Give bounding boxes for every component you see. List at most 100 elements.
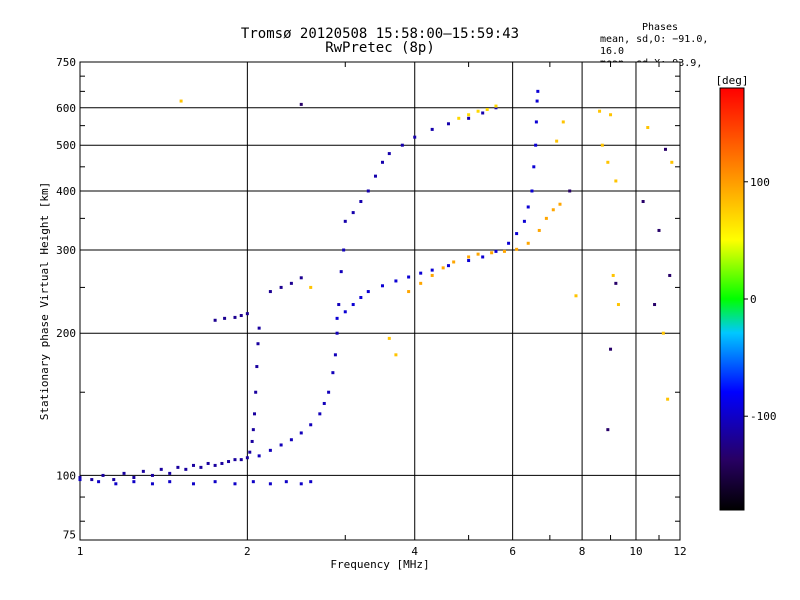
data-point xyxy=(213,480,217,484)
data-point xyxy=(441,266,445,270)
data-point xyxy=(380,284,384,288)
colorbar-tick-label: -100 xyxy=(750,410,777,423)
data-point xyxy=(257,454,261,458)
x-tick-label: 10 xyxy=(629,545,642,558)
data-point xyxy=(467,113,471,117)
data-point xyxy=(150,473,154,477)
data-point xyxy=(342,248,346,252)
data-point xyxy=(220,461,224,465)
data-point xyxy=(609,113,613,117)
y-tick-label: 400 xyxy=(56,185,76,198)
data-point xyxy=(598,109,602,113)
data-point xyxy=(339,270,343,274)
data-point xyxy=(536,89,540,93)
y-tick-label: 200 xyxy=(56,327,76,340)
data-point xyxy=(168,480,172,484)
data-point xyxy=(359,296,363,300)
data-point xyxy=(122,471,126,475)
data-point xyxy=(534,143,538,147)
data-point xyxy=(574,294,578,298)
data-point xyxy=(227,460,231,464)
data-point xyxy=(515,232,519,236)
data-point xyxy=(657,228,661,232)
data-point xyxy=(97,480,101,484)
data-point xyxy=(101,473,105,477)
data-point xyxy=(653,303,657,307)
data-point xyxy=(333,353,337,357)
data-point xyxy=(250,439,254,443)
data-point xyxy=(430,127,434,131)
data-point xyxy=(400,143,404,147)
data-point xyxy=(78,478,82,482)
y-tick-label: 750 xyxy=(56,56,76,69)
chart-title: Tromsø 20120508 15:58:00–15:59:43 xyxy=(240,26,520,42)
data-point xyxy=(159,467,163,471)
data-point xyxy=(90,478,94,482)
data-point xyxy=(609,347,613,351)
x-tick-label: 12 xyxy=(673,545,686,558)
data-point xyxy=(394,353,398,357)
data-point xyxy=(494,106,498,110)
data-point xyxy=(245,456,249,460)
data-point xyxy=(407,290,411,294)
data-point xyxy=(663,147,667,151)
data-point xyxy=(534,120,538,124)
data-point xyxy=(213,463,217,467)
x-axis-label: Frequency [MHz] xyxy=(330,558,429,571)
data-point xyxy=(515,247,519,251)
plot-area xyxy=(79,61,681,541)
phases-o-stats: mean, sd,O: −91.0, 16.0 xyxy=(600,34,709,57)
data-point xyxy=(299,102,303,106)
data-point xyxy=(351,303,355,307)
y-tick-label: 300 xyxy=(56,244,76,257)
data-point xyxy=(268,290,272,294)
data-point xyxy=(526,241,530,245)
data-point xyxy=(494,249,498,253)
data-point xyxy=(327,390,331,394)
data-point xyxy=(407,275,411,279)
data-point xyxy=(168,471,172,475)
data-point xyxy=(532,165,536,169)
data-point xyxy=(452,260,456,264)
data-point xyxy=(614,179,618,183)
data-point xyxy=(254,390,258,394)
data-point xyxy=(366,189,370,193)
colorbar xyxy=(719,87,745,511)
data-point xyxy=(646,126,650,130)
data-point xyxy=(502,249,506,253)
data-point xyxy=(309,480,313,484)
data-point xyxy=(614,281,618,285)
colorbar-label: [deg] xyxy=(715,74,748,87)
data-point xyxy=(600,143,604,147)
data-point xyxy=(191,463,195,467)
data-point xyxy=(284,480,288,484)
data-point xyxy=(255,365,259,369)
data-point xyxy=(132,475,136,479)
data-point xyxy=(257,326,261,330)
data-point xyxy=(387,152,391,156)
x-tick-label: 1 xyxy=(77,545,84,558)
data-point xyxy=(343,310,347,314)
data-point xyxy=(413,135,417,139)
data-point xyxy=(331,371,335,375)
data-point xyxy=(279,443,283,447)
data-point xyxy=(476,109,480,113)
data-point xyxy=(373,174,377,178)
data-point xyxy=(507,241,511,245)
data-point xyxy=(179,99,183,103)
data-point xyxy=(335,316,339,320)
data-point xyxy=(337,303,341,307)
data-point xyxy=(606,160,610,164)
data-point xyxy=(176,465,180,469)
data-point xyxy=(299,276,303,280)
data-point xyxy=(457,116,461,120)
data-point xyxy=(251,480,255,484)
colorbar-tick-label: 100 xyxy=(750,176,770,189)
y-tick-label: 100 xyxy=(56,469,76,482)
data-point xyxy=(150,482,154,486)
data-point xyxy=(526,205,530,209)
chart-subtitle: RwPretec (8p) xyxy=(325,40,435,56)
data-point xyxy=(289,438,293,442)
data-point xyxy=(522,219,526,223)
